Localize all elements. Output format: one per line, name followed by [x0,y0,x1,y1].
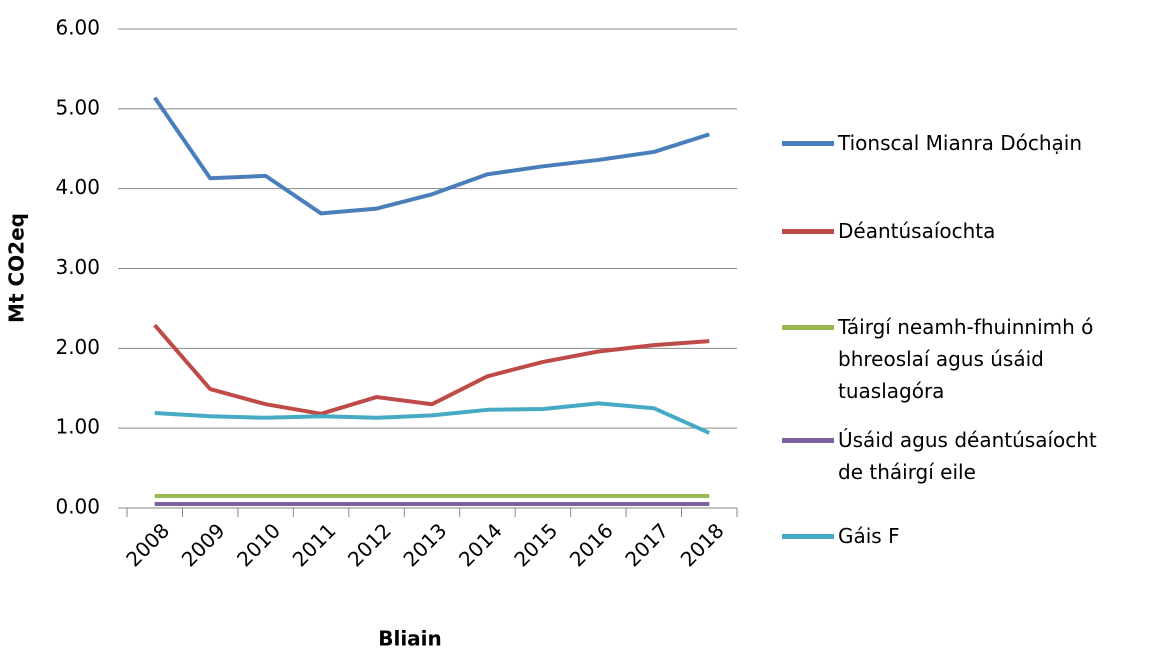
y-axis-title: Mt CO2eq [5,213,29,323]
series-line [154,401,711,435]
legend-entry: Tionscal Mianra Dóchạin [782,127,1156,159]
legend-label: Tionscal Mianra Dóchạin [838,131,1083,155]
legend-swatch [782,229,834,234]
y-tick-label: 0.00 [55,495,100,519]
legend-label: Úsáid agus déantúsaíocht de tháirgí eile [838,428,1097,484]
x-tick-label: 2008 [121,518,174,571]
x-axis-title: Bliain [378,627,442,651]
y-tick-label: 3.00 [55,255,100,279]
x-tick-label: 2015 [509,518,562,571]
y-tick-label: 5.00 [55,95,100,119]
y-tick-label: 2.00 [55,335,100,359]
series-line [153,96,710,216]
legend-entry: Déantúsaíochta [782,215,1156,247]
y-tick-label: 6.00 [55,16,100,40]
legend-entry: Gáis F [782,520,1156,552]
legend-label: Gáis F [838,524,900,548]
x-tick-label: 2009 [177,518,230,571]
legend-entry: Úsáid agus déantúsaíocht de tháirgí eile [782,424,1156,488]
legend-swatch [782,141,834,146]
x-tick-label: 2018 [676,518,729,571]
legend-entry: Táirgí neamh-fhuinnimh ó bhreoslaí agus … [782,311,1156,407]
x-tick-label: 2013 [398,518,451,571]
x-tick-label: 2010 [232,518,285,571]
x-tick-label: 2012 [343,518,396,571]
x-tick-label: 2011 [288,518,341,571]
series-line [153,323,710,416]
legend-swatch [782,325,834,330]
legend-swatch [782,438,834,443]
legend-swatch [782,534,834,539]
x-tick-label: 2017 [620,518,673,571]
legend-label: Déantúsaíochta [838,219,996,243]
x-tick-label: 2016 [565,518,618,571]
x-tick-label: 2014 [454,518,507,571]
y-tick-label: 4.00 [55,175,100,199]
legend-label: Táirgí neamh-fhuinnimh ó bhreoslaí agus … [838,315,1094,403]
y-tick-label: 1.00 [55,415,100,439]
